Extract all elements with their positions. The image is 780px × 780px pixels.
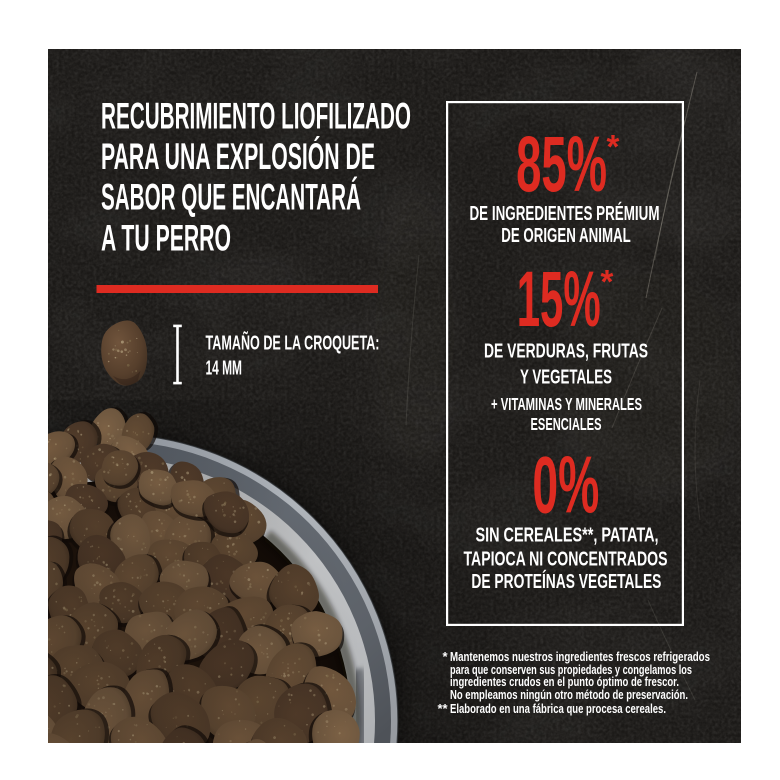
svg-text:14 MM: 14 MM — [206, 358, 243, 380]
svg-text:A TU PERRO: A TU PERRO — [101, 217, 231, 259]
svg-text:ingredientes crudos en el punt: ingredientes crudos en el punto óptimo d… — [450, 674, 679, 689]
svg-text:No empleamos ningún otro métod: No empleamos ningún otro método de prese… — [450, 687, 688, 702]
svg-text:+ VITAMINAS Y MINERALES: + VITAMINAS Y MINERALES — [491, 394, 642, 414]
svg-text:SIN CEREALES**, PATATA,: SIN CEREALES**, PATATA, — [476, 525, 659, 547]
svg-text:ESENCIALES: ESENCIALES — [531, 414, 602, 434]
svg-text:TAMAÑO DE LA CROQUETA:: TAMAÑO DE LA CROQUETA: — [206, 332, 380, 355]
svg-text:15%: 15% — [517, 255, 601, 343]
svg-text:para que conserven sus propied: para que conserven sus propiedades y con… — [450, 662, 692, 677]
svg-text:RECUBRIMIENTO LIOFILIZADO: RECUBRIMIENTO LIOFILIZADO — [101, 95, 411, 137]
svg-text:Y VEGETALES: Y VEGETALES — [520, 367, 612, 389]
svg-text:*: * — [601, 263, 614, 300]
svg-text:PARA UNA EXPLOSIÓN DE: PARA UNA EXPLOSIÓN DE — [101, 135, 375, 177]
svg-text:TAPIOCA NI CONCENTRADOS: TAPIOCA NI CONCENTRADOS — [464, 549, 668, 571]
svg-text:0%: 0% — [532, 441, 599, 531]
svg-text:*: * — [443, 649, 449, 664]
svg-text:SABOR QUE ENCANTARÁ: SABOR QUE ENCANTARÁ — [101, 176, 361, 218]
svg-text:DE INGREDIENTES PRÉMIUM: DE INGREDIENTES PRÉMIUM — [470, 202, 660, 225]
svg-text:DE VERDURAS, FRUTAS: DE VERDURAS, FRUTAS — [484, 341, 648, 363]
svg-text:85%: 85% — [516, 120, 607, 208]
svg-text:**: ** — [438, 701, 449, 716]
svg-text:Mantenemos nuestros ingredient: Mantenemos nuestros ingredientes frescos… — [450, 649, 710, 664]
svg-text:DE ORIGEN ANIMAL: DE ORIGEN ANIMAL — [501, 225, 631, 247]
svg-text:Elaborado en una fábrica que p: Elaborado en una fábrica que procesa cer… — [450, 701, 666, 716]
svg-text:*: * — [607, 128, 620, 165]
svg-text:DE PROTEÍNAS VEGETALES: DE PROTEÍNAS VEGETALES — [471, 570, 661, 593]
